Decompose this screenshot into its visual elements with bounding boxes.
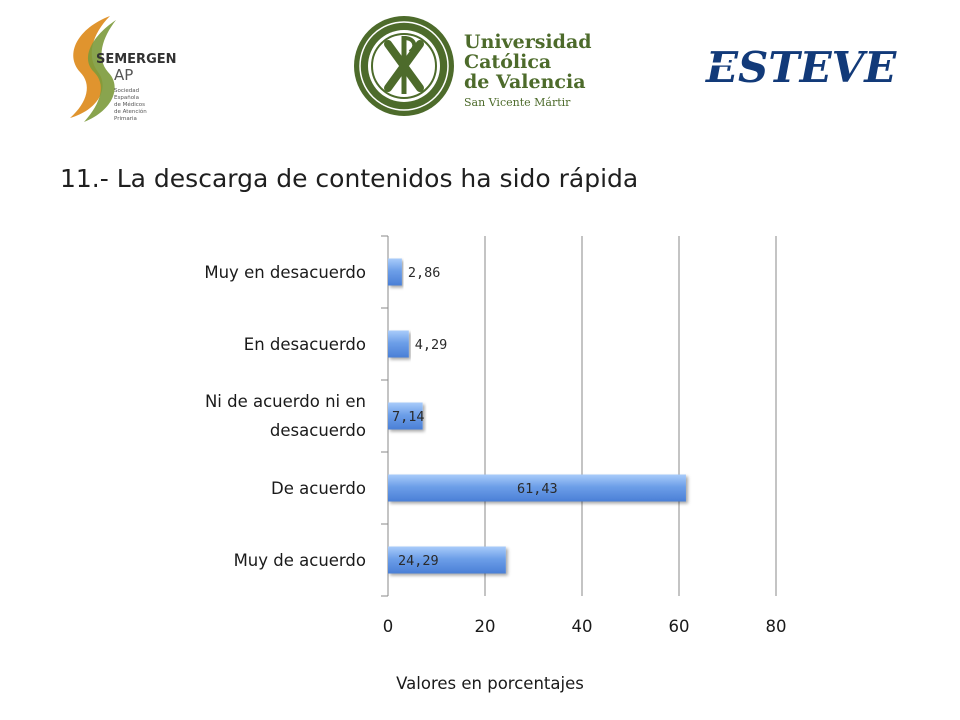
bar [388,402,423,430]
ucv-logo-text-line: San Vicente Mártir [464,96,571,109]
category-label: Muy de acuerdo [116,546,366,575]
semergen-logo-name: SEMERGEN [96,52,177,67]
data-label: 61,43 [517,481,558,497]
semergen-subtitle-line: Sociedad [114,88,139,94]
category-label: En desacuerdo [116,330,366,359]
data-label: 4,29 [415,337,448,353]
semergen-subtitle-line: Primaria [114,116,137,122]
bar [388,330,409,358]
ucv-logo-text-line: Universidad [464,31,592,53]
category-label: Muy en desacuerdo [116,258,366,287]
bar [388,546,506,574]
bar [388,258,402,286]
esteve-logo-name: ESTEVE [705,43,897,92]
category-label: Ni de acuerdo ni en desacuerdo [116,387,366,445]
bar [388,474,686,502]
category-label-line: Muy en desacuerdo [204,262,366,282]
semergen-subtitle-line: Española [114,95,139,101]
category-label-line: De acuerdo [271,478,366,498]
category-label-line: desacuerdo [269,421,366,440]
semergen-subtitle-line: de Médicos [114,101,145,108]
data-label: 7,14 [392,409,425,425]
category-label-line: Ni de acuerdo ni en [204,392,366,411]
x-tick-label: 60 [669,617,690,636]
ucv-logo-text-line: Católica [464,51,551,73]
category-label-line: En desacuerdo [243,334,366,354]
semergen-subtitle-line: de Atención [114,108,147,115]
x-tick-label: 80 [766,617,787,636]
chart-title: 11.- La descarga de contenidos ha sido r… [60,164,639,193]
category-label-line: Muy de acuerdo [233,550,366,570]
x-tick-label: 40 [572,617,593,636]
x-tick-label: 0 [383,617,394,636]
x-tick-label: 20 [475,617,496,636]
x-axis-label: Valores en porcentajes [396,674,584,693]
esteve-logo: ESTEVE [702,43,897,92]
data-label: 2,86 [408,265,441,281]
ucv-logo-text-line: de Valencia [464,71,586,93]
category-label: De acuerdo [116,474,366,503]
semergen-logo-suffix: AP [114,66,133,84]
data-label: 24,29 [398,553,439,569]
